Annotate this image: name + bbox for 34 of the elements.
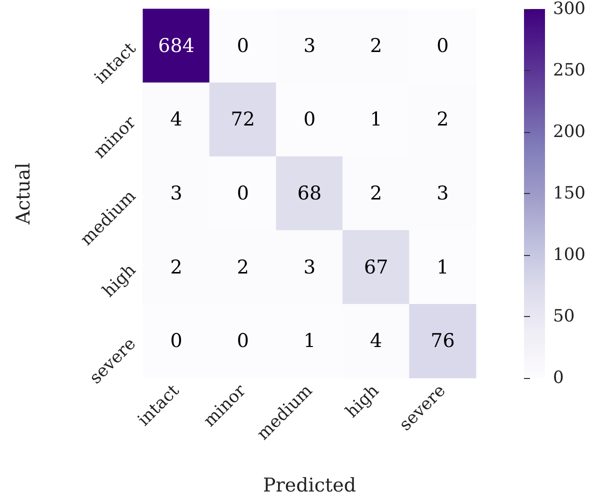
data-label: 0 <box>303 108 316 131</box>
data-label: 2 <box>370 34 382 57</box>
x-axis-title: Predicted <box>262 474 356 496</box>
data-label: 0 <box>236 330 249 352</box>
data-label: 76 <box>430 330 455 352</box>
data-label: 0 <box>236 182 249 204</box>
data-label: 4 <box>170 108 182 131</box>
data-label: 67 <box>364 256 388 278</box>
data-label: 3 <box>170 182 182 204</box>
data-label: 684 <box>158 34 194 57</box>
data-label: 1 <box>370 108 382 131</box>
data-label: 4 <box>370 330 382 352</box>
color-bar-label: 200 <box>553 122 586 142</box>
data-label: 0 <box>170 330 182 352</box>
data-label: 2 <box>370 182 382 204</box>
data-label: 3 <box>303 34 316 57</box>
color-bar-label: 250 <box>553 60 586 80</box>
data-label: 2 <box>170 256 182 278</box>
color-bar-label: 0 <box>553 368 564 388</box>
data-label: 2 <box>236 256 249 278</box>
color-bar-label: 100 <box>553 245 586 265</box>
data-label: 72 <box>230 108 255 131</box>
data-label: 68 <box>297 182 322 204</box>
color-bar-label: 150 <box>553 184 586 204</box>
color-bar-label: 300 <box>553 0 586 19</box>
color-bar-label: 50 <box>553 306 575 326</box>
data-label: 3 <box>303 256 316 278</box>
data-label: 0 <box>436 34 449 57</box>
data-label: 3 <box>436 182 449 204</box>
data-label: 2 <box>436 108 449 131</box>
data-label: 1 <box>303 330 316 352</box>
data-label: 1 <box>436 256 449 278</box>
data-label: 0 <box>236 34 249 57</box>
y-axis-title: Actual <box>12 162 34 226</box>
